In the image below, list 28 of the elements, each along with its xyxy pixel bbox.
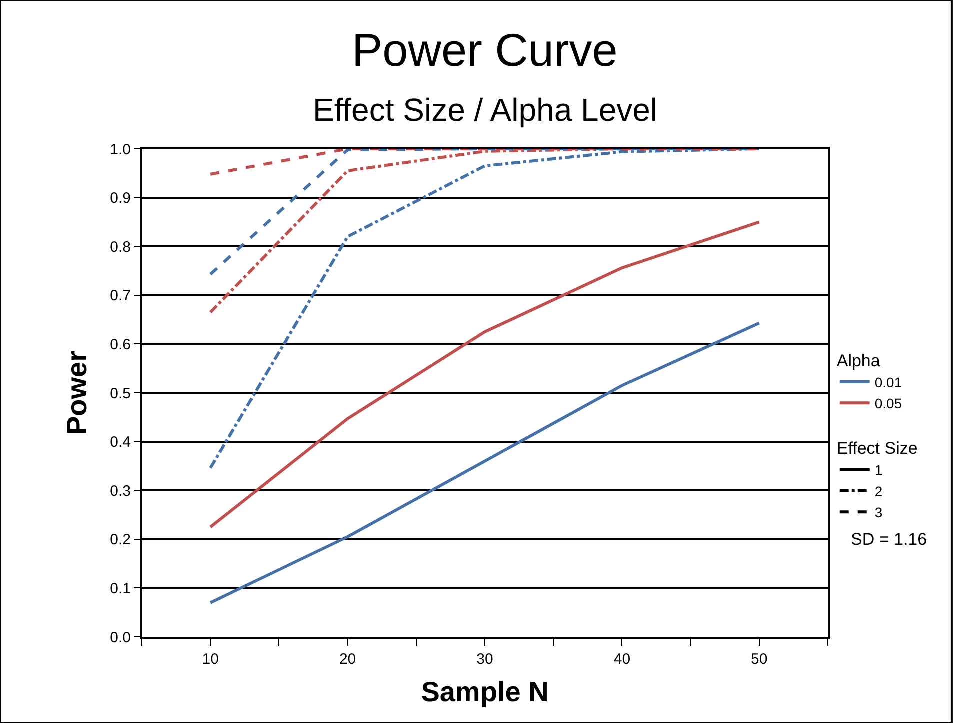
y-tick-label: 0.2 [110,532,131,549]
chart-title: Power Curve [352,24,618,76]
x-tick-label: 10 [202,651,219,668]
chart-subtitle: Effect Size / Alpha Level [313,92,658,128]
y-tick-label: 0.7 [110,288,131,305]
legend-label: 0.01 [874,374,902,390]
y-axis-title: Power [61,350,92,436]
x-tick-label: 20 [339,651,356,668]
legend-label: 3 [874,504,883,521]
x-tick-label: 30 [476,651,494,668]
y-tick-label: 0.8 [110,238,131,256]
y-tick-label: 0.3 [110,482,131,500]
text: SD = 1.16 [851,530,928,549]
y-tick-label: 1.0 [110,141,131,158]
x-tick-label: 40 [614,651,631,668]
x-tick-label: 50 [751,651,768,668]
y-tick-label: 0.6 [110,336,131,354]
y-tick-label: 0.4 [110,434,131,452]
legend-label: 1 [874,462,883,478]
text: Effect Size [836,439,918,458]
legend-label: 0.05 [874,396,902,412]
y-tick-label: 0.9 [110,190,131,208]
y-tick-label: 0.5 [110,385,131,402]
legend-title: Alpha [836,351,881,370]
y-tick-label: 0.1 [110,580,131,598]
legend-label: 2 [874,483,883,500]
y-tick-label: 0.0 [110,629,131,646]
x-axis-title: Sample N [421,676,549,708]
